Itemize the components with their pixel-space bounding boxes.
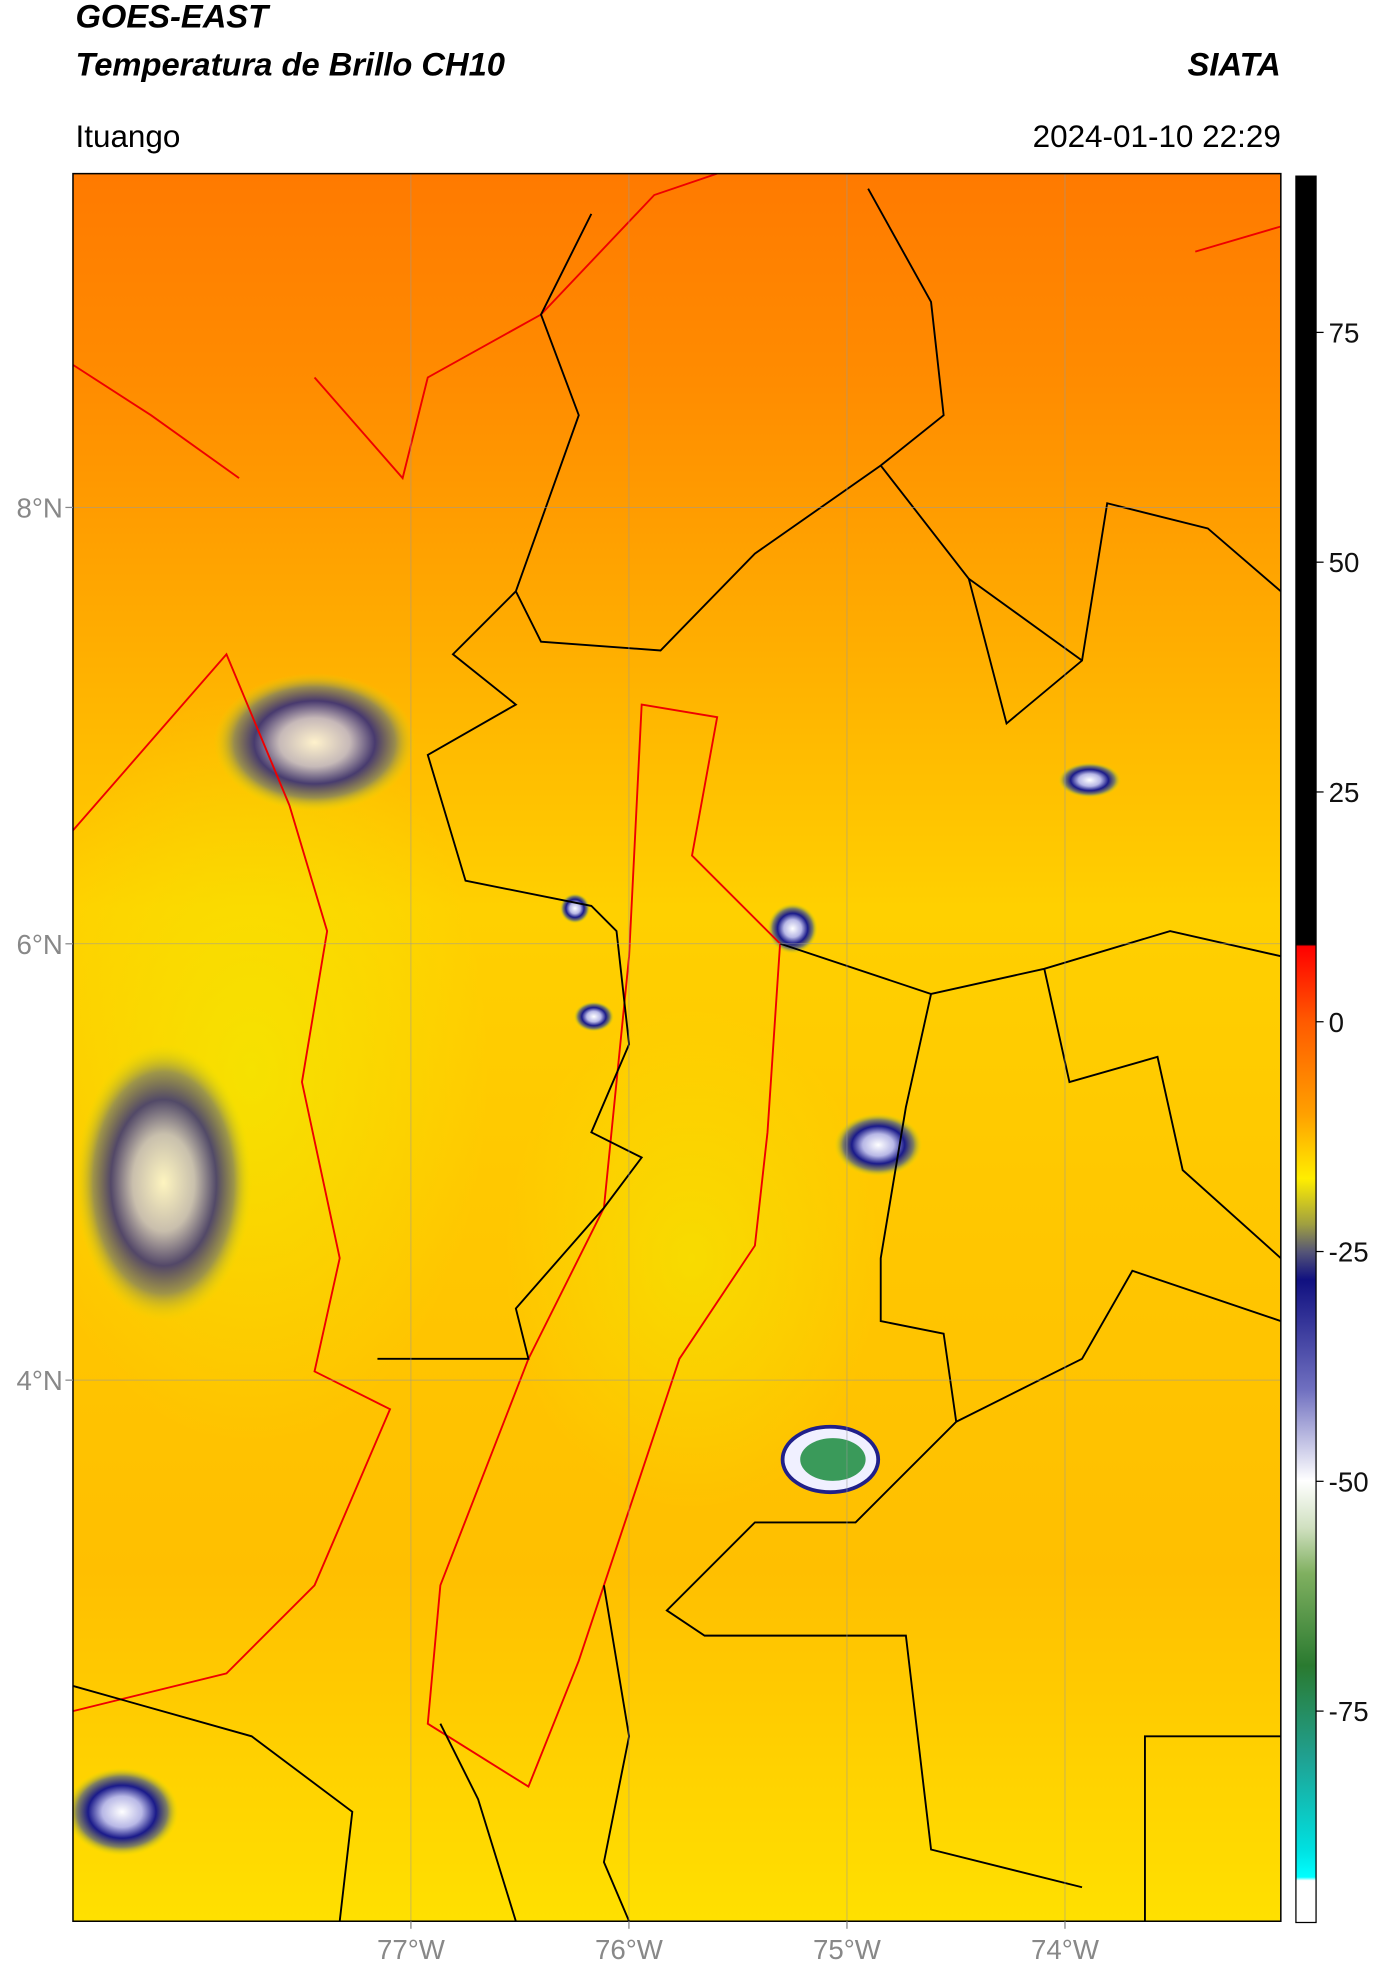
x-tick-label: 76°W xyxy=(595,1934,664,1965)
colorbar-tick-label: 0 xyxy=(1329,1007,1344,1038)
cloud xyxy=(213,673,416,812)
warm-region xyxy=(72,692,491,1447)
map-frame xyxy=(72,172,1282,1922)
cloud xyxy=(75,1044,252,1322)
colorbar-tick-label: -75 xyxy=(1329,1696,1369,1727)
datetime: 2024-01-10 22:29 xyxy=(1033,119,1281,154)
cloud xyxy=(1058,762,1122,798)
x-tick-label: 75°W xyxy=(813,1934,882,1965)
colorbar-tick-label: -25 xyxy=(1329,1237,1369,1268)
title: GOES-EAST xyxy=(75,0,271,35)
location: Ituango xyxy=(75,119,180,154)
colorbar-tick-label: 25 xyxy=(1329,777,1360,808)
cloud xyxy=(559,893,591,924)
grid xyxy=(72,173,1281,1922)
cloud-core xyxy=(800,1438,866,1481)
colorbar xyxy=(1295,175,1317,1924)
cloud xyxy=(573,1001,614,1032)
coastline xyxy=(72,173,1281,481)
subtitle: Temperatura de Brillo CH10 xyxy=(75,45,505,82)
region-boundary xyxy=(426,703,782,1789)
x-tick-label: 77°W xyxy=(377,1934,446,1965)
organization: SIATA xyxy=(1188,45,1281,82)
cloud xyxy=(72,1767,179,1856)
admin-boundary xyxy=(72,188,1281,1922)
map-area xyxy=(72,173,1281,1922)
colorbar-tick-label: -50 xyxy=(1329,1466,1369,1497)
coastline xyxy=(72,652,392,1713)
y-tick-label: 4°N xyxy=(16,1365,62,1396)
x-tick-label: 74°W xyxy=(1031,1934,1100,1965)
cloud xyxy=(767,903,818,954)
colorbar-tick-label: 75 xyxy=(1329,317,1360,348)
y-tick-label: 8°N xyxy=(16,493,62,524)
colorbar-tick-label: 50 xyxy=(1329,547,1360,578)
cloud xyxy=(834,1113,923,1177)
y-tick-label: 6°N xyxy=(16,929,62,960)
warm-region xyxy=(503,1006,881,1510)
